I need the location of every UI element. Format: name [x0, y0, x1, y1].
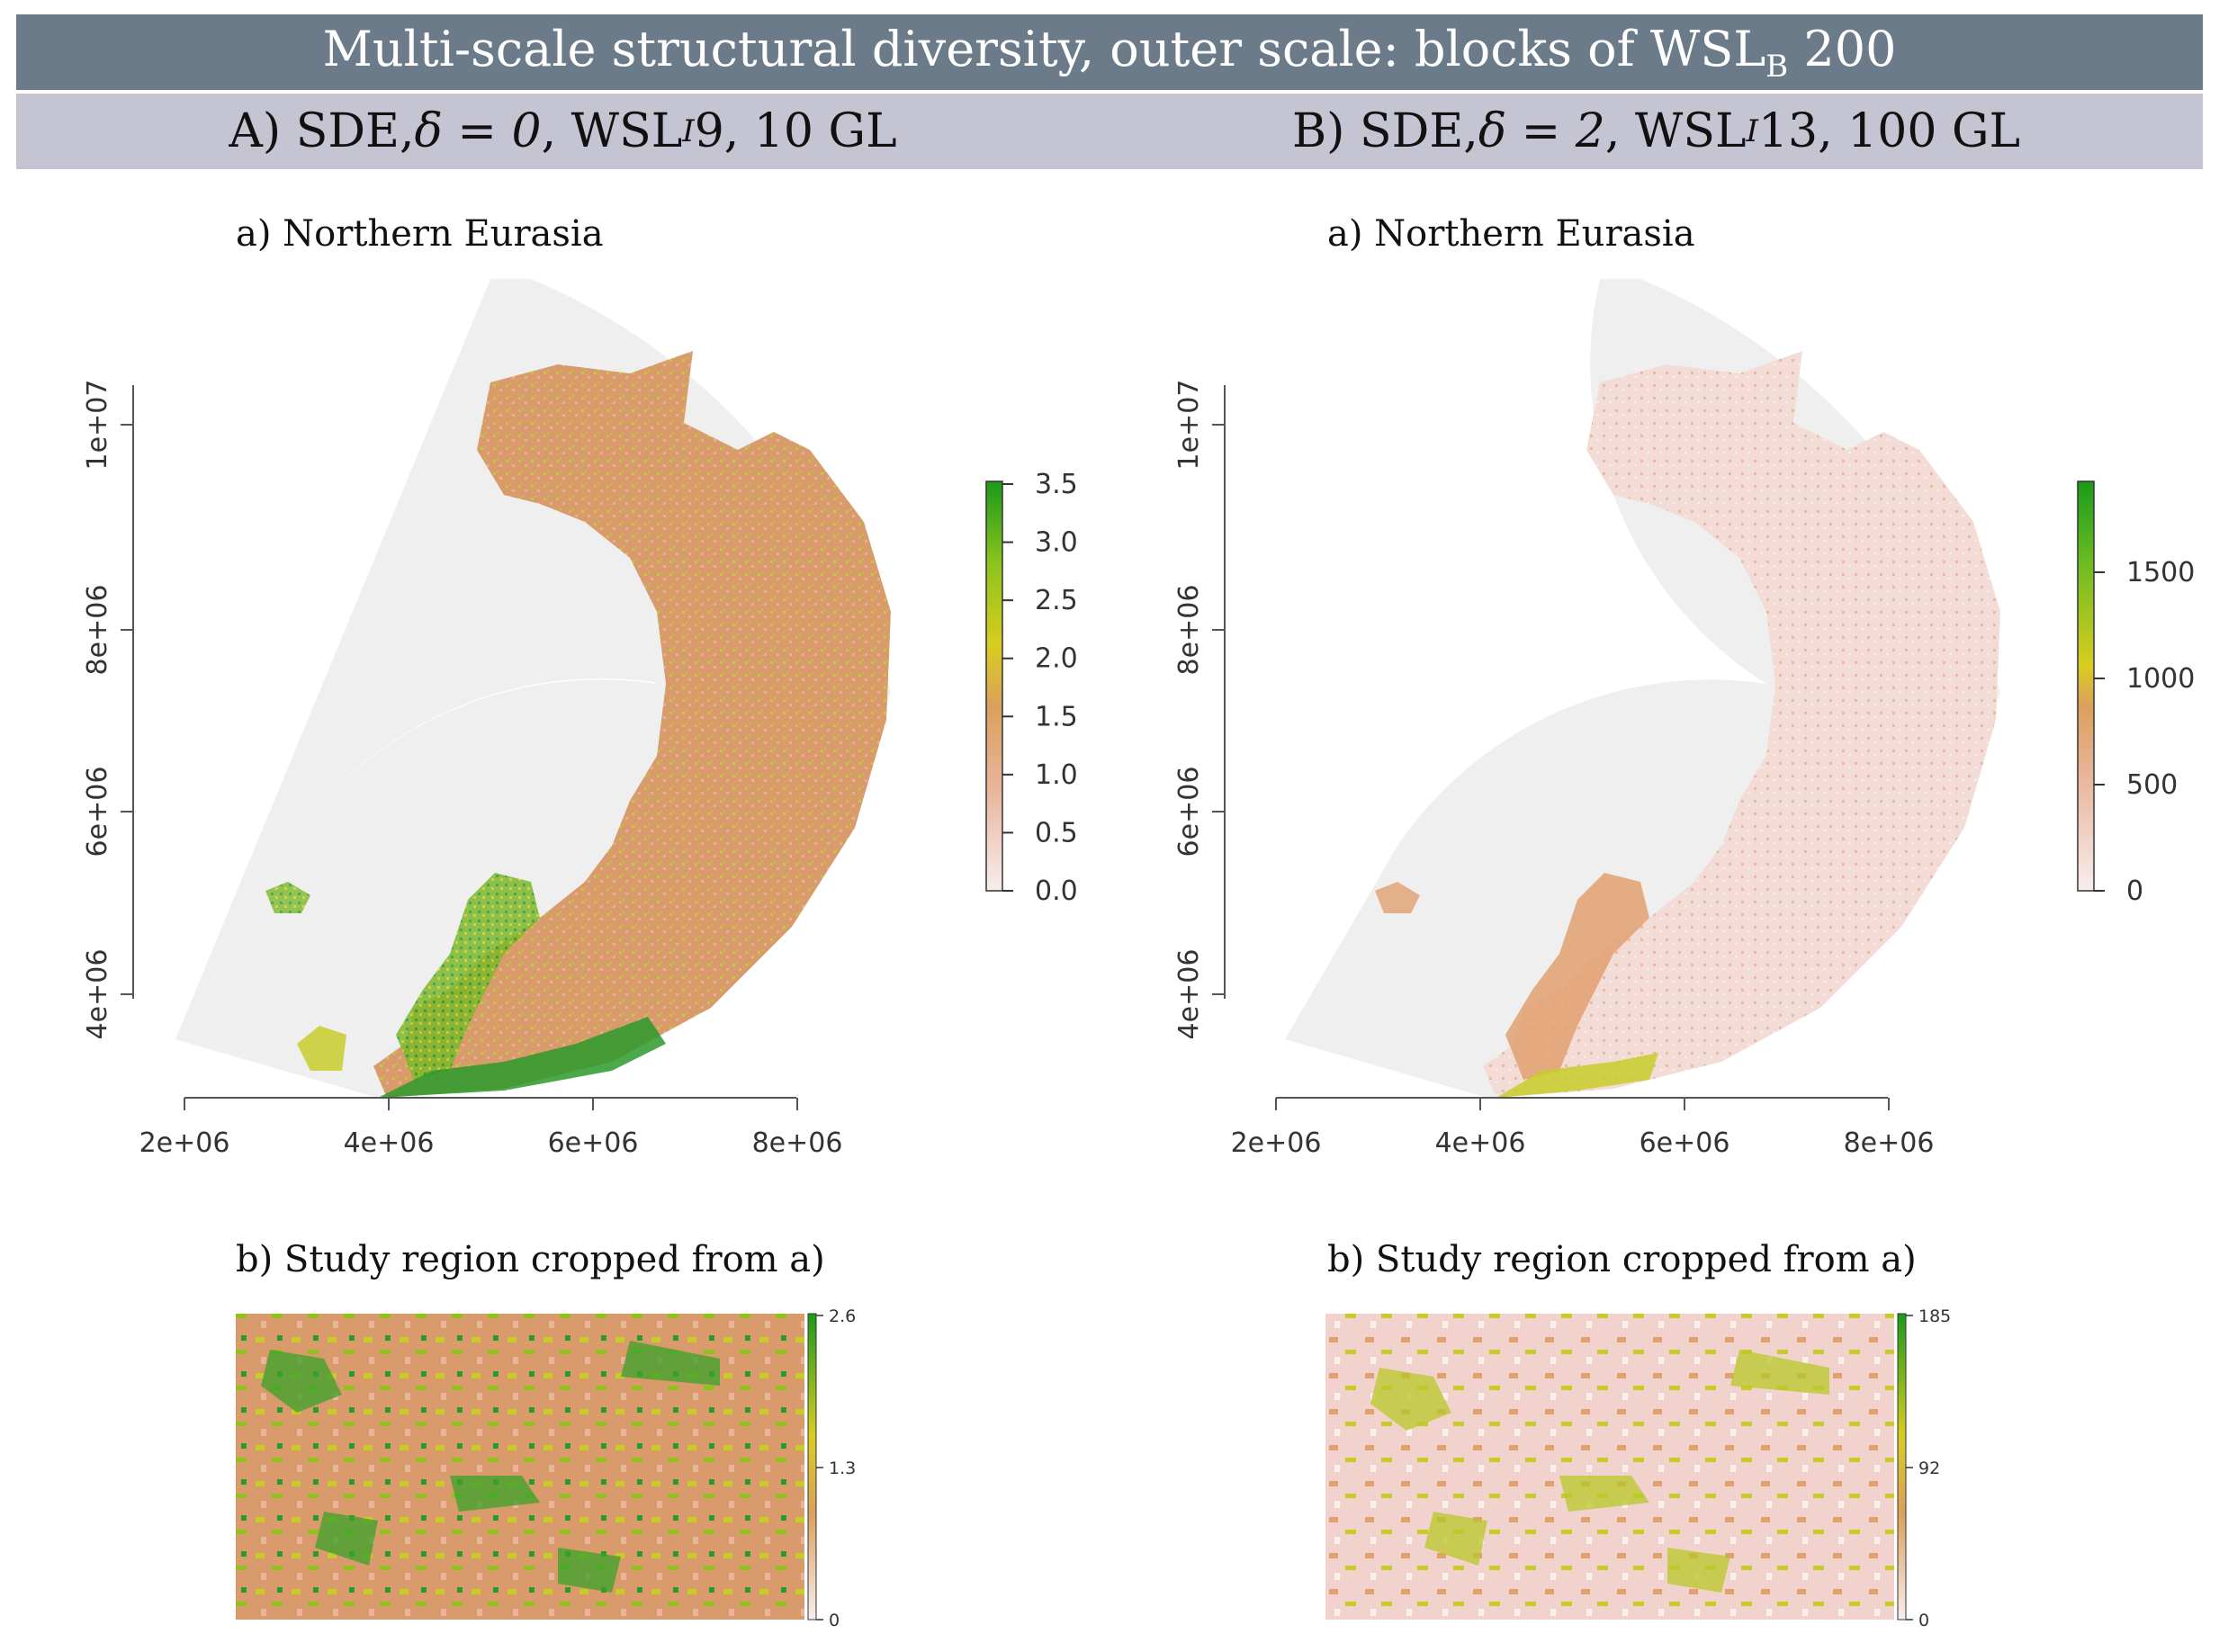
legend-tick-label: 0.5 [1035, 817, 1078, 848]
map-land-area [1483, 351, 2000, 1098]
crop-legend-tick-label: 2.6 [829, 1306, 856, 1326]
map-uk [1375, 882, 1420, 913]
y-tick-label: 6e+06 [1173, 767, 1205, 857]
crop-legend-tick-label: 0 [829, 1611, 840, 1630]
crop-raster [1325, 1314, 1894, 1620]
legend-tick-label: 0 [2126, 875, 2143, 907]
x-tick-label: 6e+06 [1640, 1127, 1730, 1159]
x-tick-label: 6e+06 [548, 1127, 639, 1159]
y-tick-label: 1e+07 [1173, 380, 1205, 471]
crop-title: b) Study region cropped from a) [1327, 1239, 1917, 1280]
crop-yellow-patches [1370, 1350, 1829, 1593]
panel-b-heading: B) SDE, δ = 2, WSL I 13, 100 GL [1291, 104, 2021, 158]
crop-legend-tick-label: 92 [1918, 1459, 1940, 1478]
panel-a-heading: A) SDE, δ = 0, WSL I 9, 10 GL [229, 104, 897, 158]
map-scandinavia [1505, 873, 1649, 1080]
x-tick-label: 4e+06 [1435, 1127, 1526, 1159]
y-tick-label: 8e+06 [82, 585, 113, 676]
legend-tick-label: 1.0 [1035, 759, 1078, 791]
x-tick-label: 4e+06 [344, 1127, 435, 1159]
map-central-europe [378, 1017, 666, 1098]
y-tick-label: 6e+06 [82, 767, 113, 857]
legend-tick-label: 3.5 [1035, 469, 1078, 500]
x-tick-label: 8e+06 [752, 1127, 843, 1159]
y-tick-label: 4e+06 [1173, 949, 1205, 1040]
map-land-area [373, 351, 891, 1098]
legend-tick-label: 1000 [2126, 663, 2195, 695]
legend-tick-label: 2.5 [1035, 585, 1078, 616]
x-tick-label: 8e+06 [1844, 1127, 1935, 1159]
crop-colorbar [807, 1313, 817, 1621]
y-tick-label: 4e+06 [82, 949, 113, 1040]
map-scandinavia [396, 873, 540, 1080]
y-tick-label: 8e+06 [1173, 585, 1205, 676]
crop-legend-tick-label: 0 [1918, 1611, 1929, 1630]
legend-tick-label: 1500 [2126, 557, 2195, 588]
map-uk [265, 882, 310, 913]
figure-banner: Multi-scale structural diversity, outer … [16, 14, 2203, 90]
legend-tick-label: 500 [2126, 769, 2178, 801]
banner-title: Multi-scale structural diversity, outer … [322, 20, 1897, 85]
crop-title: b) Study region cropped from a) [236, 1239, 825, 1280]
x-tick-label: 2e+06 [1231, 1127, 1322, 1159]
crop-colorbar [1897, 1313, 1907, 1621]
map-iberia-edge [297, 1026, 346, 1071]
x-tick-label: 2e+06 [139, 1127, 230, 1159]
crop-legend-tick-label: 185 [1918, 1306, 1951, 1326]
y-tick-label: 1e+07 [82, 380, 113, 471]
legend-colorbar [2077, 480, 2095, 892]
panel-headings-bar: A) SDE, δ = 0, WSL I 9, 10 GL B) SDE, δ =… [16, 94, 2203, 169]
map-central-europe [1496, 1053, 1658, 1098]
map-title: a) Northern Eurasia [1327, 213, 1695, 255]
legend-tick-label: 3.0 [1035, 527, 1078, 559]
crop-green-patches [261, 1341, 720, 1593]
panel-a-map-plot: a) Northern Eurasia 4e+06 6e+06 8e+06 1e+07… [82, 213, 1078, 1630]
map-title: a) Northern Eurasia [236, 213, 604, 255]
legend-tick-label: 2.0 [1035, 643, 1078, 675]
legend-colorbar [985, 480, 1003, 892]
legend-tick-label: 1.5 [1035, 701, 1078, 732]
crop-legend-tick-label: 1.3 [829, 1459, 856, 1478]
legend-tick-label: 0.0 [1035, 875, 1078, 907]
panel-b-map-plot: a) Northern Eurasia 4e+06 6e+06 8e+06 1e+07… [1173, 213, 2195, 1630]
